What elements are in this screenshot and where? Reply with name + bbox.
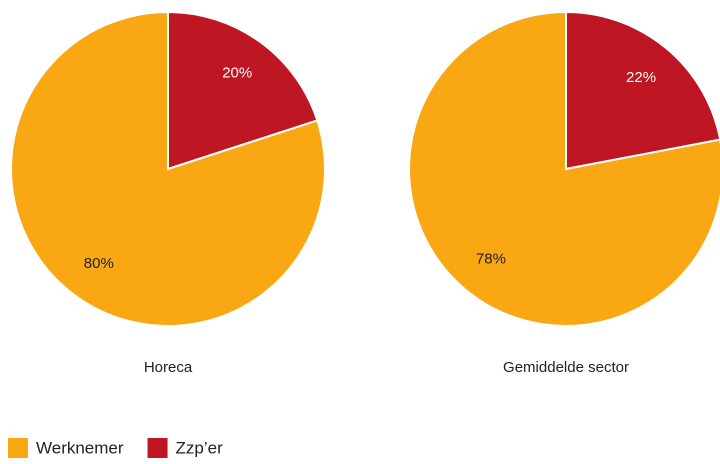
slice-label: 78% xyxy=(476,251,506,268)
slice-label: 22% xyxy=(626,69,656,86)
legend-swatch xyxy=(8,438,28,458)
pie-title: Gemiddelde sector xyxy=(503,359,629,376)
pie-title: Horeca xyxy=(144,359,193,376)
pie-slice xyxy=(565,10,720,171)
legend-label: Zzp’er xyxy=(176,438,224,457)
legend-label: Werknemer xyxy=(36,438,124,457)
pie-slice xyxy=(10,10,326,327)
slice-label: 80% xyxy=(84,255,114,272)
pie-slice xyxy=(167,10,319,171)
pie-slice xyxy=(408,10,720,327)
slice-label: 20% xyxy=(222,65,252,82)
legend-swatch xyxy=(147,438,168,458)
